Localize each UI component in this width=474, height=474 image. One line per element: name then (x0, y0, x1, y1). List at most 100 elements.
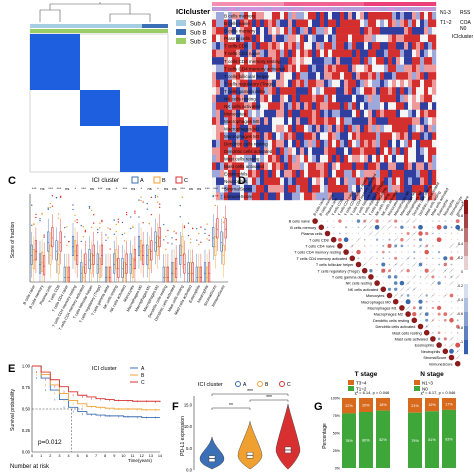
heatmap-annotation-cell (224, 2, 229, 6)
heatmap-cell (376, 57, 381, 65)
heatmap-cell (268, 19, 273, 28)
heatmap-cell (400, 147, 405, 156)
heatmap-cell (228, 64, 233, 73)
heatmap-cell (280, 42, 285, 50)
box-outlier (99, 227, 101, 229)
heatmap-cell (228, 87, 233, 95)
heatmap-cell (360, 154, 365, 163)
heatmap-cell (336, 94, 341, 103)
heatmap-cell (224, 57, 229, 65)
heatmap-cell (268, 102, 273, 110)
corr-cell (432, 263, 434, 266)
heatmap-cell (324, 57, 329, 65)
heatmap-cell (264, 192, 269, 201)
corr-cell (376, 263, 379, 266)
heatmap-cell (364, 117, 369, 125)
heatmap-annotation-cell (364, 7, 369, 11)
stack-y-tick: 75% (333, 414, 341, 418)
stack-bar-segment (342, 413, 356, 468)
heatmap-cell (224, 12, 229, 20)
box-outlier (31, 204, 33, 206)
heatmap-cell (392, 154, 397, 163)
corr-cell (449, 348, 454, 354)
corr-cross (449, 243, 454, 249)
heatmap-row-label: T cells gamma delta (224, 89, 265, 94)
corr-cell (450, 251, 453, 253)
heatmap-cell (280, 27, 285, 35)
corr-colorbar-step (464, 200, 468, 215)
heatmap-cell (404, 49, 409, 58)
heatmap-cell (320, 117, 325, 125)
heatmap-cell (288, 147, 293, 156)
heatmap-cell (240, 12, 245, 20)
heatmap-cell (344, 147, 349, 156)
heatmap-cell (352, 184, 357, 193)
heatmap-cell (360, 147, 365, 156)
stack-legend-swatch (414, 380, 420, 385)
heatmap-cell (232, 117, 237, 125)
heatmap-cell (432, 147, 437, 156)
heatmap-cell (340, 94, 345, 103)
heatmap-cell (260, 79, 265, 88)
heatmap-cell (424, 19, 429, 28)
heatmap-cell (340, 169, 345, 178)
heatmap-cell (276, 94, 281, 103)
corr-cell (401, 276, 403, 278)
heatmap-annotation-cell (324, 2, 329, 6)
heatmap-cell (212, 49, 217, 58)
box-body (164, 266, 167, 283)
corr-cell (437, 337, 441, 341)
heatmap-cell (428, 109, 433, 118)
heatmap-cell (420, 124, 425, 133)
corr-cell (449, 256, 454, 261)
heatmap-cell (380, 64, 385, 73)
heatmap-cell (328, 154, 333, 163)
heatmap-annotation-cell (432, 7, 437, 11)
box-outlier (163, 223, 165, 226)
heatmap-cell (256, 117, 261, 125)
heatmap-cell (236, 19, 241, 28)
box-outlier (105, 234, 107, 236)
heatmap-cell (416, 79, 421, 88)
heatmap-cell (432, 124, 437, 133)
heatmap-cell (356, 87, 361, 95)
heatmap-cell (212, 117, 217, 125)
corr-cell (338, 219, 342, 223)
corr-cell (338, 237, 342, 242)
corr-cell (394, 219, 398, 223)
heatmap-cell (288, 192, 293, 201)
heatmap-cell (312, 57, 317, 65)
heatmap-cell (392, 192, 397, 201)
corr-cell (413, 238, 416, 241)
heatmap-cell (312, 162, 317, 171)
corr-cross (430, 293, 436, 298)
heatmap-cell (404, 117, 409, 125)
heatmap-cell (224, 154, 229, 163)
heatmap-cell (236, 102, 241, 110)
corr-cross (399, 262, 405, 267)
heatmap-annotation-cell (360, 7, 365, 11)
heatmap-cell (352, 27, 357, 35)
heatmap-cell (292, 102, 297, 110)
heatmap-cell (340, 139, 345, 148)
heatmap-annotation-cell (404, 2, 409, 6)
heatmap-cell (344, 34, 349, 43)
heatmap-annotation-cell (416, 2, 421, 6)
box-outlier (214, 195, 217, 197)
heatmap-cell (344, 87, 349, 95)
box-body (30, 244, 33, 265)
heatmap-cell (340, 124, 345, 133)
stack-y-tick: 100% (331, 397, 341, 401)
heatmap-cell (340, 102, 345, 110)
heatmap-cell (272, 102, 277, 110)
heatmap-cell (424, 109, 429, 118)
box-significance: ns (106, 186, 110, 191)
heatmap-cell (320, 102, 325, 110)
corr-cross (449, 336, 454, 342)
heatmap-cell (312, 154, 317, 163)
heatmap-cell (412, 64, 417, 73)
heatmap-row-label: Macrophages M1 (224, 126, 260, 131)
box-outlier (146, 202, 148, 205)
heatmap-row-label: Neutrophils (224, 179, 248, 184)
heatmap-cell (312, 192, 317, 201)
